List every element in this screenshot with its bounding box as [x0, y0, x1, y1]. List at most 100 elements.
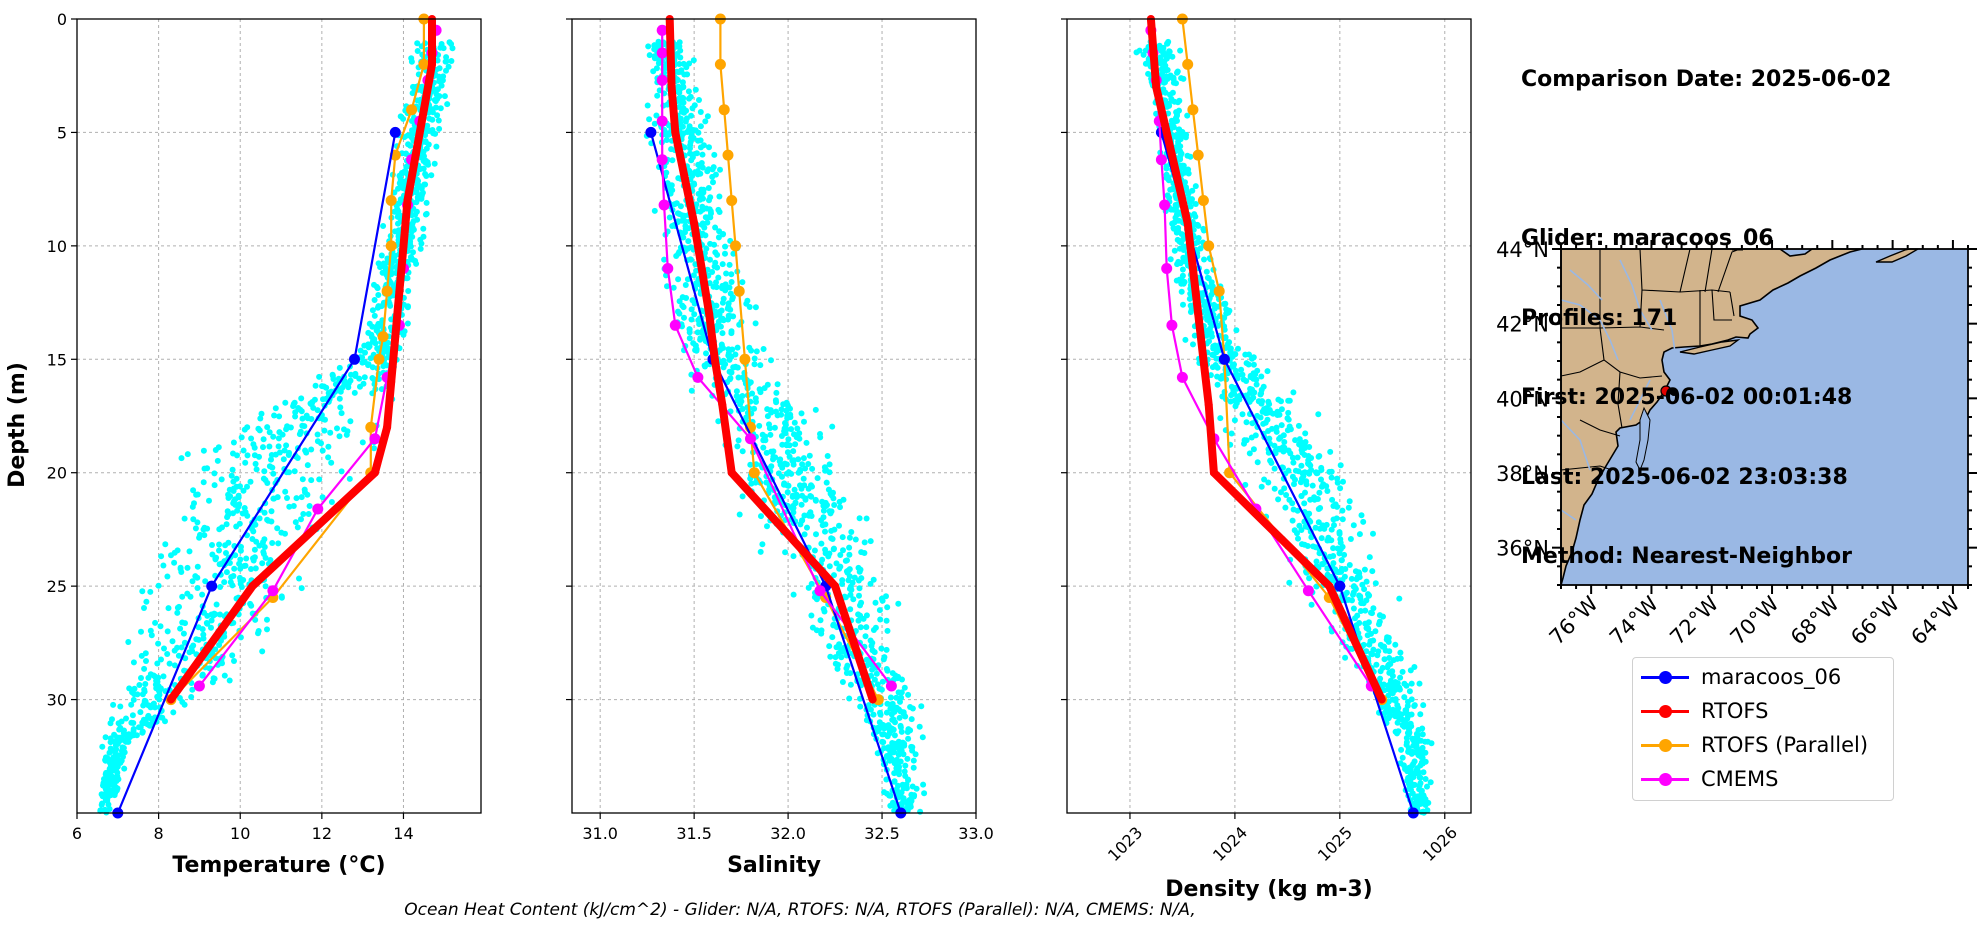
scatter-point	[716, 209, 723, 215]
scatter-point	[710, 179, 716, 186]
scatter-point	[281, 447, 288, 454]
scatter-point	[817, 617, 824, 624]
scatter-point	[241, 426, 248, 433]
scatter-point	[253, 466, 260, 473]
series-point	[718, 104, 730, 116]
scatter-point	[169, 638, 176, 645]
scatter-point	[1166, 194, 1173, 201]
scatter-point	[230, 510, 236, 517]
scatter-point	[901, 768, 908, 775]
scatter-point	[112, 747, 119, 754]
scatter-point	[1376, 621, 1382, 628]
scatter-point	[181, 667, 188, 674]
x-ticks: 1023 1024 1025 1026	[1104, 813, 1461, 865]
scatter-point	[306, 503, 313, 509]
scatter-point	[902, 713, 909, 720]
series-point	[885, 680, 897, 692]
scatter-point	[884, 753, 890, 760]
scatter-point	[130, 659, 137, 666]
scatter-point	[1298, 493, 1305, 499]
scatter-point	[1290, 506, 1297, 513]
scatter-point	[1176, 245, 1183, 252]
scatter-point	[1363, 597, 1370, 604]
scatter-point	[688, 316, 695, 323]
scatter-point	[856, 515, 863, 522]
scatter-point	[690, 272, 697, 279]
scatter-point	[224, 508, 231, 515]
scatter-point	[791, 419, 798, 426]
scatter-point	[826, 469, 833, 476]
scatter-point	[901, 742, 908, 749]
scatter-point	[1354, 612, 1361, 619]
scatter-point	[771, 424, 778, 431]
scatter-point	[1392, 696, 1399, 703]
scatter-point	[1296, 522, 1303, 529]
scatter-point	[1306, 461, 1313, 468]
scatter-point	[275, 443, 282, 450]
scatter-point	[1176, 126, 1183, 133]
scatter-point	[131, 685, 138, 692]
scatter-point	[423, 128, 430, 134]
scatter-point	[1419, 750, 1425, 757]
scatter-point	[1163, 103, 1170, 109]
scatter-point	[410, 218, 417, 225]
scatter-point	[804, 524, 810, 531]
scatter-point	[125, 639, 132, 645]
scatter-point	[783, 441, 790, 448]
scatter-point	[1290, 389, 1297, 396]
scatter-point	[1420, 702, 1427, 709]
scatter-point	[104, 755, 111, 762]
scatter-point	[723, 270, 730, 277]
scatter-point	[651, 207, 658, 214]
scatter-point	[781, 480, 788, 487]
scatter-point	[114, 769, 121, 776]
scatter-point	[870, 576, 877, 583]
scatter-point	[230, 485, 237, 492]
scatter-point	[283, 426, 290, 433]
scatter-point	[892, 804, 899, 811]
series-point	[697, 264, 706, 273]
scatter-point	[1370, 605, 1377, 612]
scatter-point	[217, 584, 224, 590]
scatter-point	[833, 560, 840, 567]
scatter-point	[843, 665, 850, 672]
scatter-point	[359, 439, 366, 446]
scatter-point	[743, 300, 750, 307]
scatter-point	[116, 726, 123, 733]
scatter-point	[347, 418, 354, 425]
scatter-point	[1285, 397, 1292, 404]
scatter-point	[1399, 722, 1406, 729]
scatter-point	[414, 48, 421, 54]
scatter-point	[1364, 624, 1371, 631]
scatter-point	[299, 415, 306, 422]
scatter-point	[270, 470, 277, 477]
scatter-point	[704, 168, 711, 175]
scatter-point	[796, 430, 803, 437]
scatter-point	[1360, 518, 1367, 525]
scatter-point	[711, 151, 718, 158]
scatter-point	[826, 461, 833, 468]
scatter-point	[1310, 543, 1317, 550]
scatter-point	[878, 595, 885, 602]
scatter-point	[1246, 450, 1253, 457]
scatter-point	[295, 405, 302, 411]
map-lon-label: 70°W	[1726, 591, 1784, 649]
scatter-point	[231, 658, 237, 664]
series-point	[726, 195, 738, 206]
scatter-point	[415, 182, 422, 189]
scatter-point	[369, 307, 376, 314]
scatter-point	[1315, 453, 1322, 460]
scatter-point	[709, 166, 716, 173]
scatter-point	[1295, 422, 1302, 429]
scatter-point	[829, 423, 836, 430]
scatter-point	[682, 229, 688, 236]
scatter-point	[1229, 390, 1236, 397]
scatter-point	[190, 516, 197, 523]
series-point	[714, 58, 726, 70]
scatter-point	[1285, 416, 1292, 423]
scatter-point	[337, 404, 344, 411]
scatter-point	[798, 501, 805, 508]
profile-count: Profiles: 171	[1521, 305, 1678, 331]
scatter-point	[670, 284, 677, 291]
scatter-point	[150, 672, 157, 679]
